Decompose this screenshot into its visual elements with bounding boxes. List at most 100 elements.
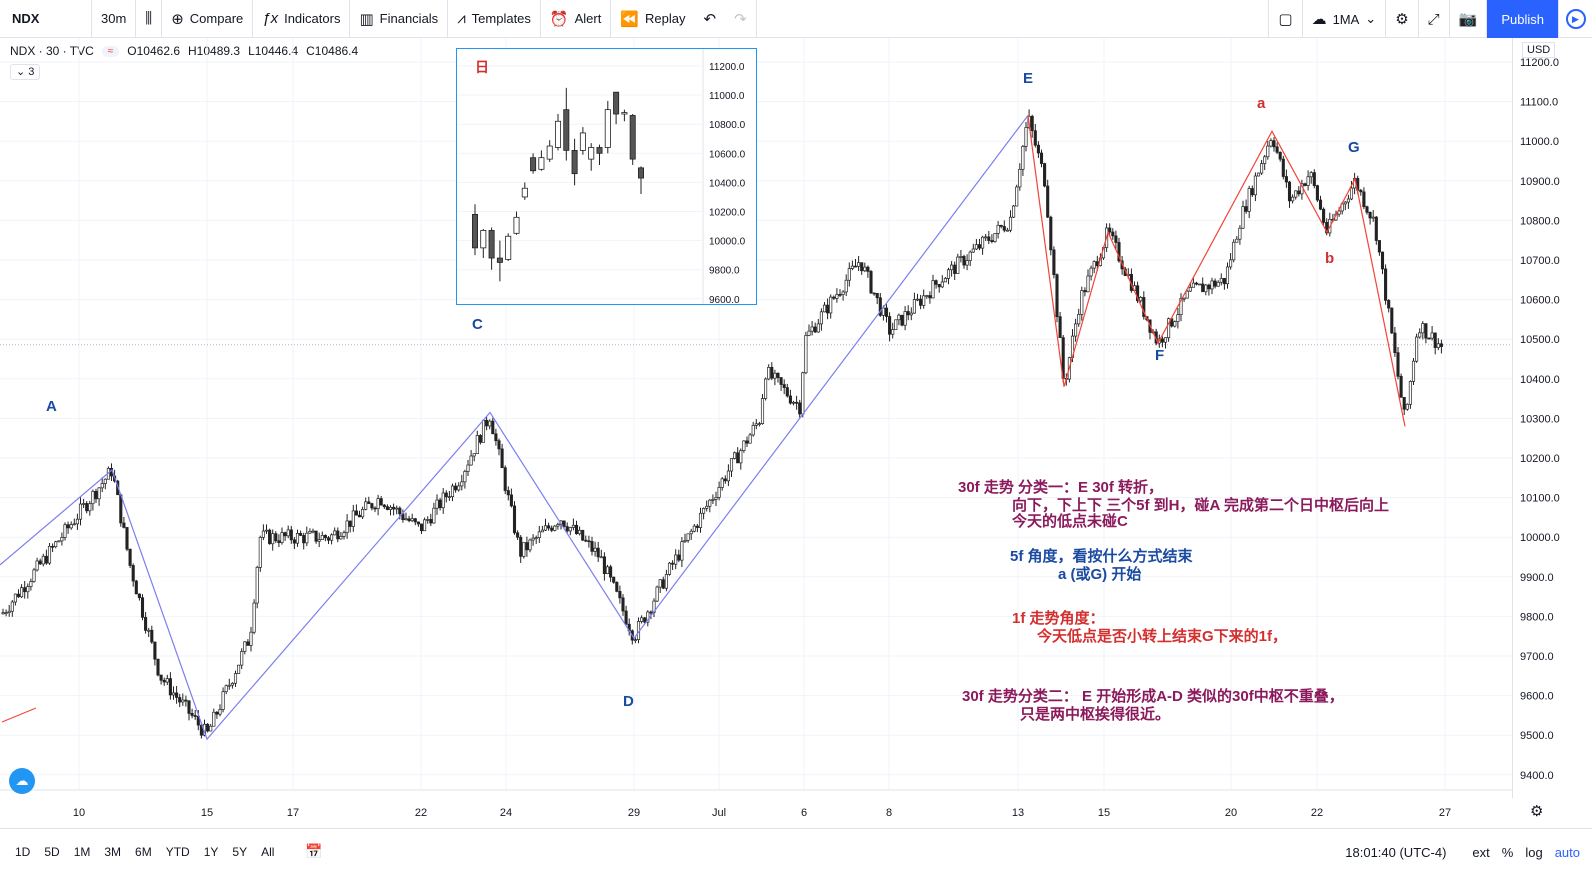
candle-body <box>912 299 916 314</box>
candle-body <box>1387 300 1391 309</box>
candle-body <box>472 453 476 457</box>
candle-body <box>311 530 315 533</box>
candle-body <box>847 268 851 281</box>
range-all[interactable]: All <box>261 844 275 859</box>
clock-readout[interactable]: 18:01:40 (UTC-4) <box>1345 844 1447 860</box>
candle-body <box>785 387 789 397</box>
candle-body <box>23 587 27 593</box>
log-toggle[interactable]: log <box>1525 844 1543 860</box>
alert-label: Alert <box>574 11 602 26</box>
range-1d[interactable]: 1D <box>15 844 31 859</box>
candle-body <box>553 525 557 531</box>
currency-label[interactable]: USD <box>1522 42 1556 58</box>
legend-collapse-count: 3 <box>28 66 35 78</box>
expand-button[interactable]: ⤢ <box>1419 0 1450 38</box>
candle-body <box>810 326 814 332</box>
goto-date-button[interactable]: 📅 <box>305 843 322 860</box>
legend-collapse-button[interactable]: ⌄ 3 <box>10 64 41 80</box>
undo-button[interactable]: ↶ <box>694 0 725 38</box>
candle-body <box>1210 280 1214 290</box>
candle-body <box>289 529 293 541</box>
legend-badge[interactable]: ≈ <box>101 45 120 57</box>
candle-body <box>550 527 554 531</box>
candle-body <box>615 581 619 592</box>
replay-button[interactable]: ⏪ Replay <box>611 0 694 38</box>
range-3m[interactable]: 3M <box>104 844 122 859</box>
candle-body <box>429 519 433 524</box>
candle-body <box>131 565 135 582</box>
candle-body <box>863 266 867 272</box>
range-5d[interactable]: 5D <box>44 844 60 859</box>
redo-button[interactable]: ↷ <box>725 0 757 38</box>
candle-body <box>943 278 947 283</box>
candle-body <box>1349 187 1354 200</box>
candle-body <box>875 292 879 299</box>
range-1y[interactable]: 1Y <box>203 844 219 859</box>
candle-body <box>367 501 371 504</box>
legend-open: O10462.6 <box>127 44 181 58</box>
inset-candle-body <box>588 147 595 160</box>
price-scale[interactable] <box>1512 38 1592 798</box>
publish-button[interactable]: Publish <box>1487 0 1558 38</box>
candle-body <box>788 395 792 404</box>
candle-body <box>1018 168 1022 188</box>
candle-body <box>85 503 89 512</box>
candle-body <box>1266 145 1270 158</box>
alert-button[interactable]: ⏰ Alert <box>541 0 612 38</box>
interval-button[interactable]: 30m <box>92 0 137 38</box>
candle-body <box>1291 196 1295 202</box>
candle-body <box>574 524 579 535</box>
inset-label: 日 <box>475 59 489 75</box>
price-chart[interactable]: 11200.0 11100.0 11000.0 10900.0 10800.0 10700… <box>0 38 1592 828</box>
candle-body <box>509 494 513 507</box>
x-tick-label: 24 <box>500 807 512 819</box>
candle-body <box>689 530 693 535</box>
inset-candle-body <box>496 257 503 263</box>
range-5y[interactable]: 5Y <box>232 844 248 859</box>
candle-body <box>962 256 966 266</box>
candle-body <box>494 433 498 442</box>
candle-body <box>361 508 365 518</box>
settings-button[interactable]: ⚙ <box>1386 0 1419 38</box>
candle-body <box>193 715 197 717</box>
range-1m[interactable]: 1M <box>73 844 91 859</box>
annotation-1f: 1f 走势角度： <box>1012 610 1105 627</box>
candle-body <box>1216 281 1220 287</box>
percent-toggle[interactable]: % <box>1501 844 1514 860</box>
candle-body <box>698 512 703 528</box>
candle-body <box>147 629 151 632</box>
candle-body <box>395 507 399 510</box>
chart-settings-icon[interactable]: ⚙ <box>1530 803 1544 820</box>
chart-type-button[interactable]: ⫼ <box>136 0 163 38</box>
x-tick-label: 29 <box>628 807 640 819</box>
annotation-30f-class1: 30f 走势 分类一：E 30f 转折， <box>958 479 1164 496</box>
candle-body <box>736 452 740 464</box>
inset-candle-body <box>613 91 620 115</box>
templates-button[interactable]: ⩘ Templates <box>448 0 541 38</box>
range-ytd[interactable]: YTD <box>165 844 190 859</box>
candle-body <box>757 423 761 425</box>
top-toolbar: NDX 30m ⫼ ⊕ Compare ƒx Indicators ▥ Financi… <box>0 0 1592 38</box>
play-button[interactable]: ▶ <box>1558 0 1592 38</box>
tradingview-logo-icon[interactable]: ☁ <box>9 768 35 794</box>
x-tick-label: 22 <box>415 807 427 819</box>
auto-toggle[interactable]: auto <box>1554 844 1580 860</box>
annotation-5f: 5f 角度，看按什么方式结束 <box>1010 548 1193 565</box>
fullscreen-toggle[interactable]: ▢ <box>1268 0 1303 38</box>
compare-button[interactable]: ⊕ Compare <box>162 0 254 38</box>
candle-body <box>1377 240 1381 253</box>
rewind-icon: ⏪ <box>620 10 640 28</box>
y-tick-label: 9700.0 <box>1520 651 1554 663</box>
candle-body <box>1077 313 1081 325</box>
candle-body <box>931 280 935 299</box>
candle-body <box>441 492 445 509</box>
range-6m[interactable]: 6M <box>135 844 152 859</box>
ext-toggle[interactable]: ext <box>1472 844 1490 860</box>
layout-button[interactable]: ☁ 1MA ⌄ <box>1303 0 1387 38</box>
snapshot-button[interactable]: 📷 <box>1450 0 1488 38</box>
candle-body <box>271 533 275 545</box>
inset-y-label: 10600.0 <box>709 149 746 160</box>
indicators-button[interactable]: ƒx Indicators <box>253 0 351 38</box>
financials-button[interactable]: ▥ Financials <box>350 0 449 38</box>
symbol-search[interactable]: NDX <box>0 0 92 38</box>
